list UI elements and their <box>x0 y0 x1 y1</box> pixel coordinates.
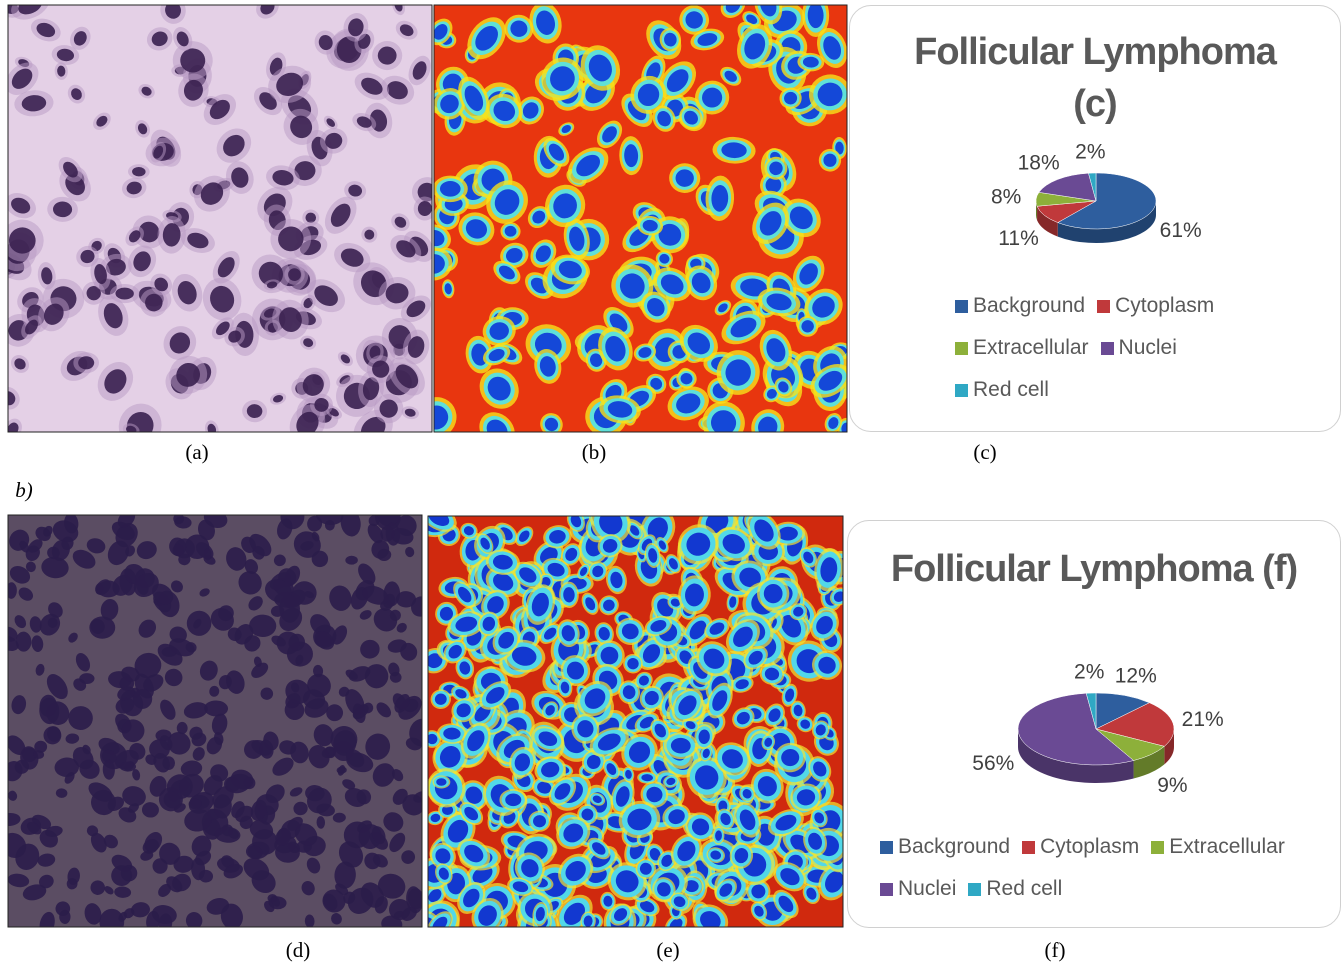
data-label: 56% <box>972 752 1014 775</box>
caption: (a) <box>185 440 208 465</box>
data-label: 61% <box>1160 219 1202 242</box>
caption: (b) <box>582 440 607 465</box>
legend-label: Red cell <box>986 877 1062 901</box>
legend-item: Cytoplasm <box>1097 294 1214 318</box>
caption: (c) <box>973 440 996 465</box>
legend-swatch <box>968 883 981 896</box>
caption: (f) <box>1045 938 1066 963</box>
data-label: 2% <box>1075 141 1105 164</box>
legend-item: Extracellular <box>955 336 1089 360</box>
legend-label: Extracellular <box>1169 835 1285 859</box>
legend-swatch <box>880 841 893 854</box>
legend-swatch <box>1151 841 1164 854</box>
cell-blob <box>79 673 94 684</box>
data-label: 2% <box>1074 661 1104 684</box>
caption: (d) <box>286 938 311 963</box>
chart-panel: Follicular Lymphoma (c)61%11%8%18%2%Back… <box>849 5 1341 432</box>
section-label: b) <box>15 478 33 503</box>
legend-item: Red cell <box>968 877 1062 901</box>
legend: Background Cytoplasm Extracellular Nuclei Re… <box>955 294 1245 402</box>
page: Follicular Lymphoma (c)61%11%8%18%2%Back… <box>0 0 1344 964</box>
legend-item: Red cell <box>955 378 1049 402</box>
legend-label: Red cell <box>973 378 1049 402</box>
data-label: 12% <box>1115 664 1157 687</box>
legend-label: Nuclei <box>898 877 956 901</box>
legend-swatch <box>1097 300 1110 313</box>
legend-swatch <box>955 300 968 313</box>
legend-swatch <box>955 342 968 355</box>
data-label: 8% <box>991 186 1021 209</box>
caption: (e) <box>656 938 679 963</box>
legend-item: Background <box>955 294 1085 318</box>
data-label: 18% <box>1018 152 1060 175</box>
micrograph <box>411 494 861 953</box>
legend: Background Cytoplasm Extracellular Nuclei Re… <box>880 835 1340 901</box>
legend-item: Cytoplasm <box>1022 835 1139 859</box>
legend-swatch <box>1101 342 1114 355</box>
cell-blob <box>505 794 521 807</box>
legend-item: Nuclei <box>1101 336 1177 360</box>
legend-label: Background <box>973 294 1085 318</box>
micrograph <box>0 499 437 937</box>
chart-panel: Follicular Lymphoma (f)12%21%9%56%2%Back… <box>847 520 1341 928</box>
data-label: 9% <box>1157 774 1187 797</box>
legend-label: Nuclei <box>1119 336 1177 360</box>
data-label: 21% <box>1182 708 1224 731</box>
cell-blob <box>378 46 397 64</box>
data-label: 11% <box>998 227 1038 250</box>
cell-blob <box>89 616 115 638</box>
micrograph <box>0 0 444 456</box>
legend-label: Cytoplasm <box>1040 835 1139 859</box>
legend-swatch <box>880 883 893 896</box>
legend-label: Extracellular <box>973 336 1089 360</box>
legend-item: Background <box>880 835 1010 859</box>
legend-swatch <box>1022 841 1035 854</box>
legend-item: Extracellular <box>1151 835 1285 859</box>
cell-blob <box>823 154 836 167</box>
legend-label: Cytoplasm <box>1115 294 1214 318</box>
legend-swatch <box>955 384 968 397</box>
legend-item: Nuclei <box>880 877 956 901</box>
legend-label: Background <box>898 835 1010 859</box>
cell-blob <box>440 181 461 197</box>
cell-blob <box>115 288 133 300</box>
micrograph <box>408 0 858 455</box>
